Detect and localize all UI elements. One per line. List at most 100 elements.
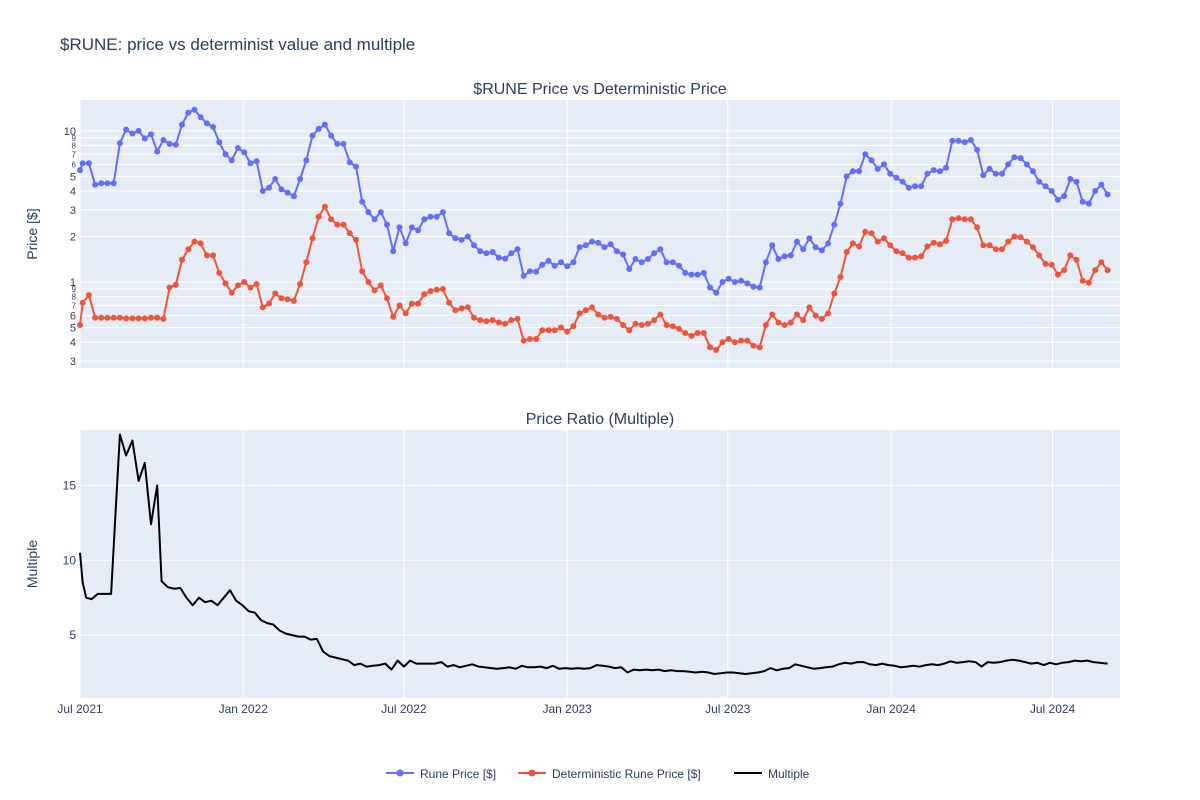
rune-price-point: [769, 242, 776, 249]
rune-price-point: [719, 279, 726, 285]
rune-price-point: [520, 272, 527, 279]
rune-price-point: [912, 183, 918, 190]
deterministic-price-point: [477, 317, 484, 324]
deterministic-price-point: [980, 242, 987, 249]
deterministic-price-point: [663, 322, 670, 328]
deterministic-price-point: [539, 327, 546, 334]
rune-price-point: [818, 247, 825, 254]
deterministic-price-point: [912, 254, 918, 261]
deterministic-price-point: [402, 310, 409, 317]
legend-item-rune-price[interactable]: Rune Price [$]: [386, 767, 496, 781]
deterministic-price-point: [203, 252, 210, 259]
rune-price-point: [235, 145, 241, 151]
multiple-plot-area: [80, 430, 1120, 698]
rune-price-point: [849, 168, 856, 175]
deterministic-price-point: [365, 279, 372, 285]
date-x-tick-label: Jan 2022: [219, 702, 269, 716]
rune-price-point: [228, 157, 235, 164]
deterministic-price-point: [266, 300, 272, 307]
deterministic-price-point: [272, 290, 279, 297]
rune-price-point: [340, 140, 347, 147]
multiple-y-tick-label: 15: [63, 478, 77, 492]
price-y-tick-label: 8: [72, 293, 77, 302]
deterministic-price-point: [893, 248, 900, 255]
figure-title: $RUNE: price vs determinist value and mu…: [60, 35, 415, 54]
rune-price-point: [974, 146, 981, 153]
rune-price-point: [676, 262, 682, 269]
deterministic-price-point: [961, 216, 968, 223]
date-x-tick-label: Jul 2022: [381, 702, 427, 716]
chart-legend: Rune Price [$] Deterministic Rune Price …: [386, 767, 810, 781]
rune-price-point: [725, 275, 732, 282]
price-y-tick-label: 6: [70, 311, 76, 323]
deterministic-price-point: [259, 304, 266, 311]
deterministic-price-point: [669, 323, 676, 330]
deterministic-price-point: [582, 307, 589, 314]
deterministic-price-point: [483, 318, 490, 325]
deterministic-price-point: [520, 337, 527, 344]
price-y-tick-label: 4: [70, 186, 76, 198]
deterministic-price-point: [924, 243, 931, 250]
deterministic-price-point: [545, 327, 552, 334]
rune-price-point: [682, 269, 689, 276]
legend-item-multiple[interactable]: Multiple: [734, 767, 810, 781]
deterministic-price-point: [868, 230, 875, 237]
deterministic-price-point: [241, 279, 248, 285]
price-series: [77, 106, 1111, 353]
rune-price-point: [924, 170, 931, 177]
deterministic-price-point: [346, 230, 353, 237]
deterministic-price-point: [806, 304, 813, 311]
rune-price-point: [92, 181, 99, 188]
legend-item-deterministic-price[interactable]: Deterministic Rune Price [$]: [518, 767, 701, 781]
deterministic-price-point: [595, 311, 602, 318]
deterministic-price-point: [1079, 277, 1086, 284]
rune-price-point: [371, 216, 378, 223]
rune-price-point: [787, 252, 794, 259]
rune-price-point: [651, 250, 658, 257]
rune-price-point: [558, 259, 564, 266]
rune-price-point: [881, 161, 887, 168]
rune-price-point: [874, 165, 881, 172]
deterministic-price-point: [800, 317, 807, 324]
rune-price-point: [79, 160, 86, 167]
rune-price-point: [297, 176, 304, 182]
rune-price-point: [172, 141, 179, 148]
deterministic-price-point: [98, 314, 105, 321]
deterministic-price-point: [489, 317, 496, 324]
deterministic-price-point: [1011, 233, 1018, 240]
rune-price-point: [756, 284, 763, 291]
rune-price-point: [166, 140, 173, 147]
rune-price-point: [359, 198, 366, 205]
price-y-tick-label: 9: [72, 134, 77, 143]
deterministic-price-point: [1042, 260, 1049, 267]
deterministic-price-point: [930, 239, 937, 246]
deterministic-price-point: [533, 336, 540, 342]
deterministic-price-point: [899, 250, 906, 257]
rune-price-point: [1073, 178, 1080, 185]
deterministic-price-point: [849, 240, 856, 247]
rune-price-point: [943, 164, 950, 171]
rune-price-point: [893, 174, 900, 181]
deterministic-price-point: [564, 328, 571, 335]
deterministic-price-point: [837, 274, 844, 280]
rune-price-point: [831, 221, 838, 228]
rune-price-point: [800, 246, 807, 253]
deterministic-price-point: [682, 330, 689, 336]
price-y-tick-label: 9: [72, 285, 77, 294]
deterministic-price-point: [377, 282, 384, 289]
rune-price-point: [489, 249, 496, 255]
deterministic-price-point: [1073, 256, 1080, 263]
deterministic-price-point: [222, 280, 229, 287]
deterministic-price-point: [433, 286, 440, 293]
rune-price-point: [197, 114, 204, 121]
price-y-tick-label: 3: [70, 356, 76, 368]
rune-price-point: [794, 238, 800, 245]
rune-price-point: [762, 259, 769, 266]
rune-price-point: [402, 240, 409, 247]
deterministic-price-point: [570, 323, 577, 330]
rune-price-point: [905, 184, 912, 191]
rune-price-point: [464, 233, 471, 240]
price-y-tick-label: 7: [72, 301, 77, 310]
price-gridlines: [79, 100, 1120, 368]
rune-price-point: [365, 209, 372, 216]
